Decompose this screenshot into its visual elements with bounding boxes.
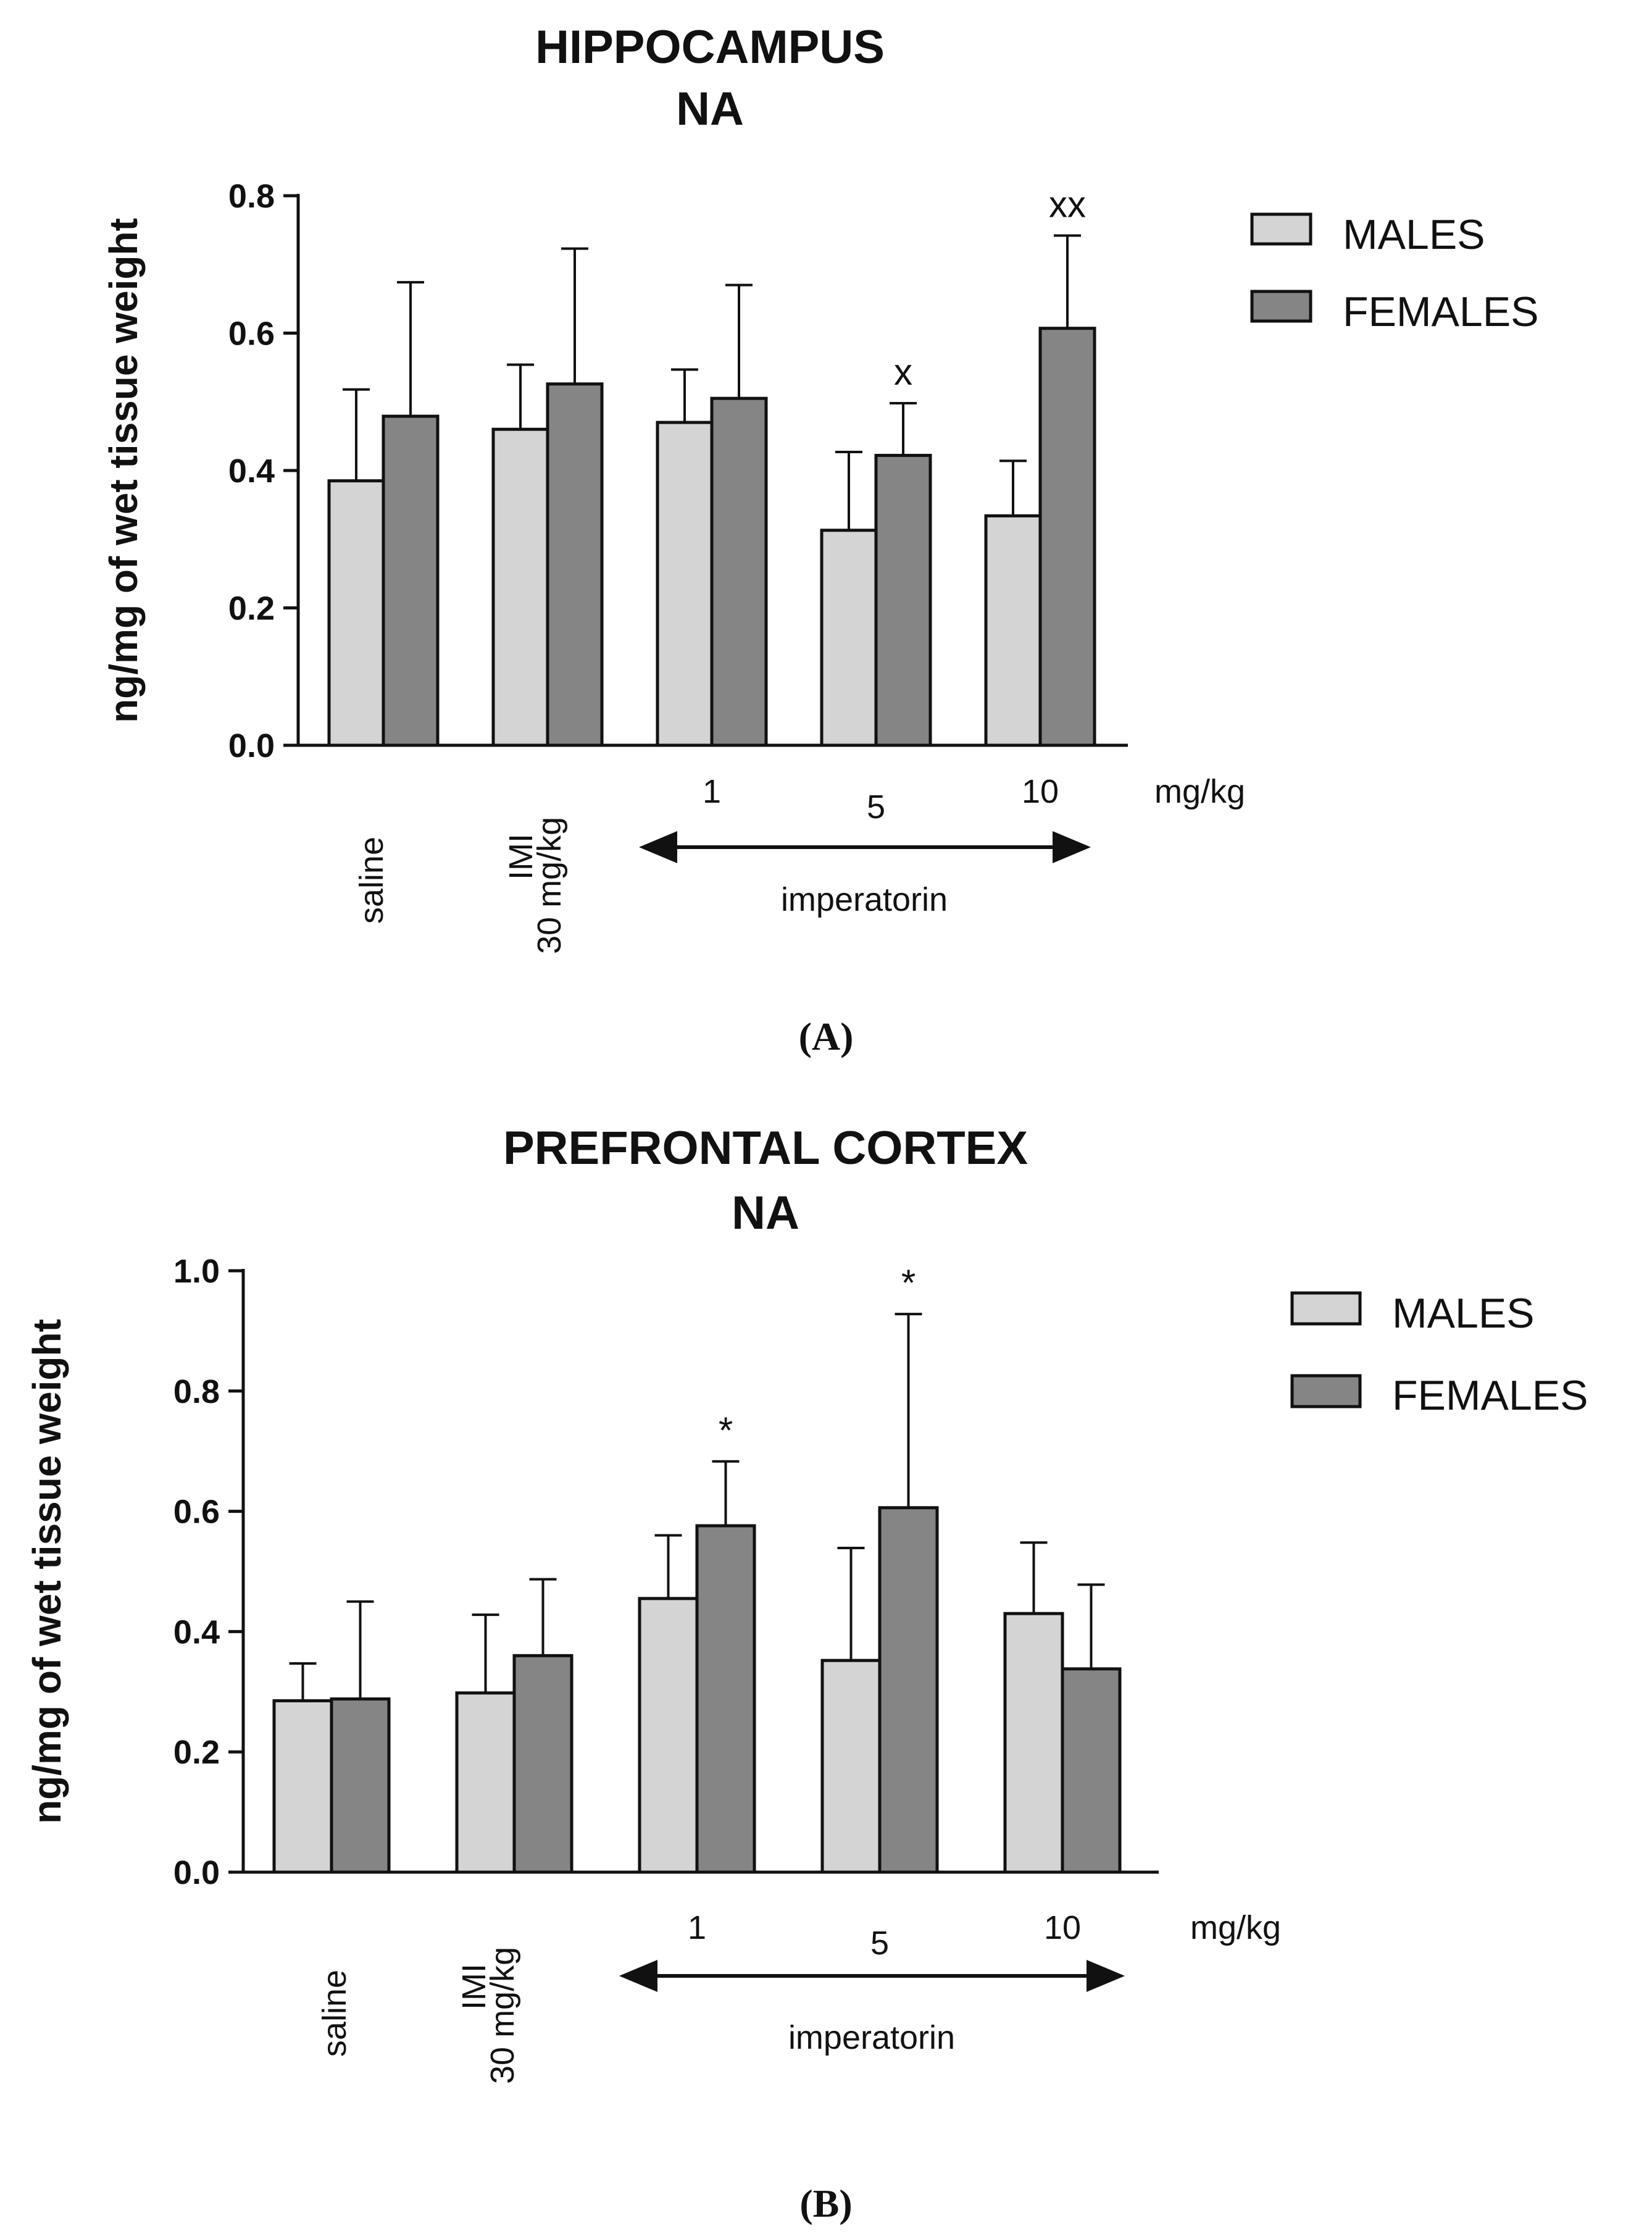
bar-females [695,1524,756,1874]
panel-label: (B) [799,2182,852,2225]
bar-males [327,479,385,747]
bar-males [656,420,714,747]
y-tick-label: 0.2 [228,590,275,627]
x-category-label: 1 [688,1909,706,1946]
group-label: imperatorin [781,881,948,918]
unit-label: mg/kg [1190,1909,1281,1946]
legend-label: MALES [1343,211,1485,258]
bar-females [512,1654,574,1874]
bar-males [984,514,1042,747]
legend-swatch-females [1250,290,1312,323]
y-tick-label: 0.4 [173,1613,220,1650]
bar-males [820,1659,882,1874]
group-label: imperatorin [788,2019,955,2056]
bar-males [455,1691,516,1874]
chart-title-line: NA [732,1187,799,1239]
y-tick-label: 0.2 [173,1734,220,1771]
bar-females [710,396,768,747]
chart-panel-a: HIPPOCAMPUS NA 0.0 0.2 0.4 0.6 0.8 ng/mg of wet… [101,21,1538,1058]
significance-marker: * [901,1262,916,1303]
panel-label: (A) [799,1015,854,1058]
bar-females [1038,327,1096,747]
arrow-head-left [619,1960,657,1992]
legend-swatch-males [1290,1291,1362,1326]
x-category-label: saline [353,837,390,924]
x-category-label: IMI [456,1964,493,2010]
unit-label: mg/kg [1154,773,1245,810]
bar-females [330,1697,391,1874]
y-tick-label: 0.0 [173,1854,220,1891]
y-axis-label: ng/mg of wet tissue weight [101,218,146,723]
chart-title-line: HIPPOCAMPUS [535,21,885,73]
x-category-label: 1 [703,773,721,810]
legend-label: FEMALES [1343,288,1538,335]
y-tick-label: 0.0 [228,727,275,764]
x-category-label: 10 [1044,1909,1081,1946]
significance-marker: xx [1049,184,1086,225]
x-category-label: IMI [503,834,540,880]
chart-panel-b: PREFRONTAL CORTEX NA 0.0 0.2 0.4 0.6 0.8 1.0 ng/… [25,1122,1588,2225]
bar-males [491,427,549,747]
y-tick-label: 0.8 [173,1373,220,1410]
significance-marker: * [719,1410,733,1451]
significance-marker: x [894,351,912,393]
legend-label: FEMALES [1392,1372,1588,1419]
bar-males [1003,1612,1064,1874]
bar-females [1061,1667,1122,1874]
x-category-label: 30 mg/kg [531,817,568,954]
legend-swatch-males [1250,212,1312,246]
x-category-label: 5 [870,1925,889,1962]
bar-males [820,529,878,747]
legend-swatch-females [1290,1374,1362,1408]
bar-females [382,414,440,747]
y-tick-label: 0.6 [228,316,275,353]
x-category-label: 30 mg/kg [484,1947,521,2084]
legend-label: MALES [1392,1290,1535,1337]
y-tick-label: 1.0 [173,1253,220,1290]
y-axis-label: ng/mg of wet tissue weight [25,1319,69,1824]
y-tick-label: 0.4 [228,453,275,490]
chart-title-line: PREFRONTAL CORTEX [503,1122,1028,1174]
x-category-label: saline [316,1970,353,2057]
bar-males [638,1597,699,1874]
y-tick-label: 0.6 [173,1494,220,1531]
bar-females [546,382,604,747]
bar-females [878,1506,939,1874]
bar-females [874,454,932,747]
arrow-head-right [1087,1960,1125,1992]
x-category-label: 10 [1022,773,1059,810]
bar-males [272,1699,333,1874]
arrow-head-right [1053,831,1091,863]
arrow-head-left [639,831,677,863]
y-tick-label: 0.8 [228,178,275,215]
x-category-label: 5 [867,789,885,826]
chart-title-line: NA [676,83,744,135]
